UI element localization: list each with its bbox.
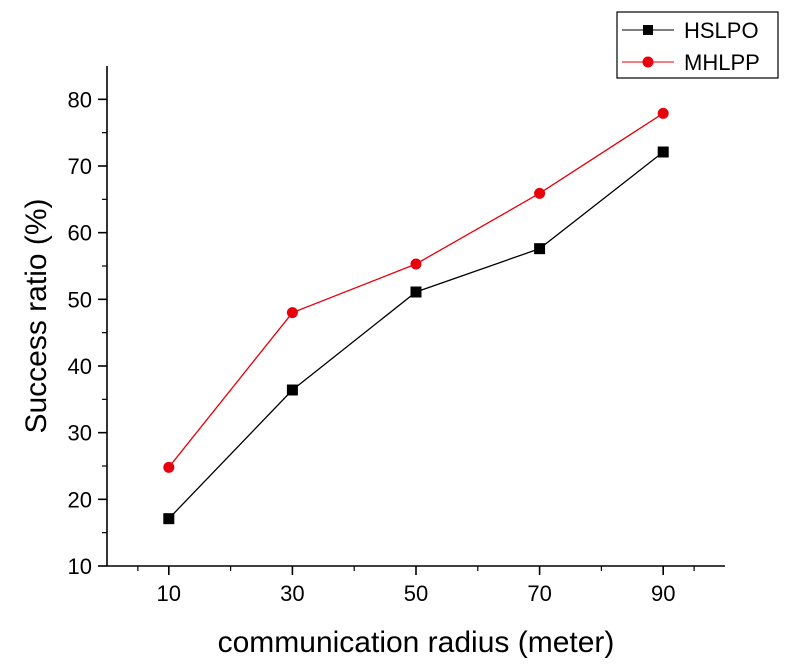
y-axis-title: Success ratio (%): [20, 198, 53, 433]
point-mhlpp-10: [163, 461, 175, 473]
x-axis-title: communication radius (meter): [218, 626, 615, 659]
legend-box: [616, 11, 779, 79]
y-tick-label-60: 60: [68, 221, 92, 246]
x-tick-label-50: 50: [404, 581, 428, 606]
point-hslpo-30: [286, 384, 298, 396]
point-hslpo-50: [410, 286, 422, 298]
x-ticks: 10 30 50 70 90: [137, 566, 695, 606]
x-tick-label-70: 70: [527, 581, 551, 606]
legend-marker-hslpo: [643, 25, 653, 35]
y-tick-label-70: 70: [68, 154, 92, 179]
y-tick-label-20: 20: [68, 487, 92, 512]
y-tick-label-40: 40: [68, 354, 92, 379]
point-mhlpp-50: [410, 258, 422, 270]
point-hslpo-10: [163, 513, 175, 525]
series-line-hslpo: [168, 151, 664, 520]
legend-marker-mhlpp: [642, 56, 654, 68]
legend-label-hslpo: HSLPO: [684, 18, 759, 43]
axes: [106, 66, 725, 567]
x-tick-label-10: 10: [157, 581, 181, 606]
y-tick-label-80: 80: [68, 87, 92, 112]
y-tick-label-10: 10: [68, 554, 92, 579]
y-tick-label-50: 50: [68, 287, 92, 312]
legend: HSLPO MHLPP: [616, 11, 779, 79]
point-mhlpp-90: [657, 107, 669, 119]
point-hslpo-70: [534, 243, 546, 255]
point-mhlpp-30: [286, 307, 298, 319]
point-hslpo-90: [657, 146, 669, 158]
y-tick-label-30: 30: [68, 421, 92, 446]
y-ticks: 10 20 30 40 50 60 70 80: [68, 87, 107, 579]
x-tick-label-30: 30: [280, 581, 304, 606]
series-layer: [163, 107, 669, 525]
point-mhlpp-70: [534, 187, 546, 199]
x-tick-label-90: 90: [651, 581, 675, 606]
legend-label-mhlpp: MHLPP: [684, 50, 760, 75]
